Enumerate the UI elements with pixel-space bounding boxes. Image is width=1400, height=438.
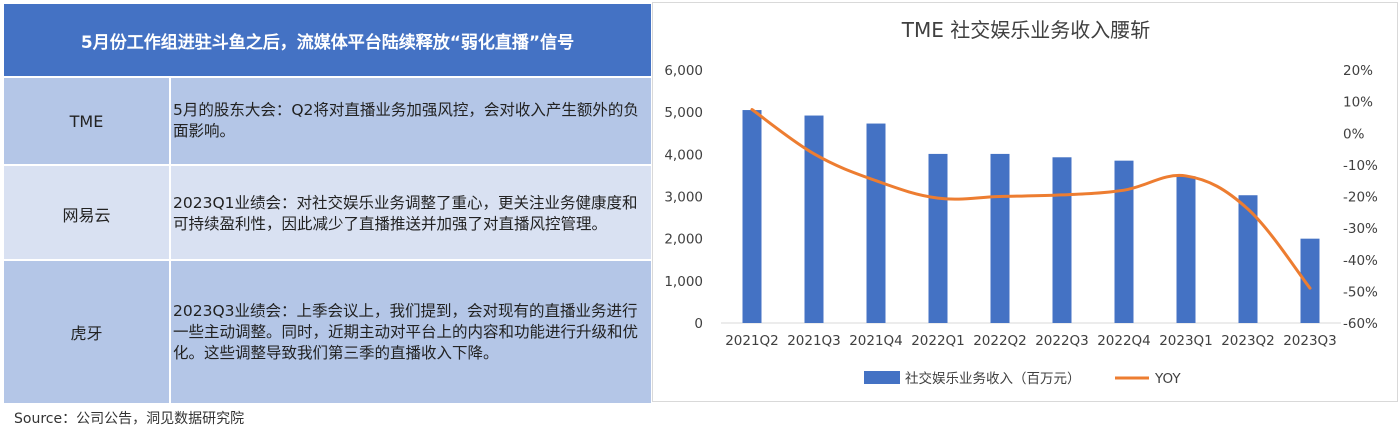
y-right-tick-label: 0% (1343, 126, 1365, 142)
legend-label-yoy: YOY (1154, 371, 1181, 387)
y-right-tick-label: 10% (1343, 95, 1373, 111)
revenue-bar (1238, 195, 1258, 323)
x-tick-label: 2022Q4 (1097, 333, 1151, 349)
legend-label-revenue: 社交娱乐业务收入（百万元） (905, 370, 1081, 387)
platform-statement: 5月的股东大会：Q2将对直播业务加强风控，会对收入产生额外的负面影响。 (173, 101, 639, 140)
y-left-tick-label: 3,000 (664, 190, 703, 206)
source-note: Source：公司公告，洞见数据研究院 (14, 411, 245, 427)
y-left-tick-label: 6,000 (664, 63, 703, 79)
y-right-tick-label: 20% (1343, 63, 1373, 79)
revenue-bar (928, 153, 948, 323)
yoy-line (750, 108, 1312, 290)
revenue-bar (1114, 160, 1134, 323)
table-row: TME 5月的股东大会：Q2将对直播业务加强风控，会对收入产生额外的负面影响。 (4, 78, 651, 164)
x-tick-label: 2022Q1 (911, 333, 965, 349)
platform-statement: 2023Q1业绩会：对社交娱乐业务调整了重心，更关注业务健康度和可持续盈利性，因… (173, 193, 638, 233)
x-tick-label: 2022Q3 (1035, 333, 1089, 349)
y-right-tick-label: -30% (1343, 221, 1378, 237)
x-tick-label: 2023Q1 (1159, 333, 1213, 349)
y-right-tick-label: -10% (1343, 158, 1378, 174)
chart-title: TME 社交娱乐业务收入腰斩 (901, 18, 1150, 42)
y-left-tick-label: 1,000 (664, 274, 703, 290)
x-tick-label: 2022Q2 (973, 333, 1027, 349)
x-tick-label: 2021Q4 (849, 333, 903, 349)
y-left-tick-label: 0 (694, 316, 703, 332)
revenue-bar (866, 123, 886, 323)
revenue-bar (990, 153, 1010, 323)
y-left-tick-label: 5,000 (664, 105, 703, 121)
x-tick-label: 2021Q3 (787, 333, 841, 349)
announcement-table: 5月份工作组进驻斗鱼之后，流媒体平台陆续释放“弱化直播”信号 TME 5月的股东… (4, 4, 651, 403)
table-row: 虎牙 2023Q3业绩会：上季会议上，我们提到，会对现有的直播业务进行一些主动调… (4, 259, 651, 403)
revenue-bar (1300, 238, 1320, 323)
y-right-tick-label: -40% (1343, 253, 1378, 269)
revenue-bar (804, 115, 824, 323)
revenue-bar (1052, 157, 1072, 323)
chart-panel: TME 社交娱乐业务收入腰斩 0 1,000 2,000 3,000 4,000 5,000… (652, 2, 1398, 402)
platform-statement: 2023Q3业绩会：上季会议上，我们提到，会对现有的直播业务进行一些主动调整。同… (173, 301, 639, 362)
table-row: 网易云 2023Q1业绩会：对社交娱乐业务调整了重心，更关注业务健康度和可持续盈… (4, 164, 651, 261)
y-right-tick-label: -60% (1343, 316, 1378, 332)
legend-swatch-revenue (864, 371, 900, 384)
y-left-tick-label: 4,000 (664, 147, 703, 163)
y-right-tick-label: -20% (1343, 190, 1378, 206)
revenue-bar (1176, 176, 1196, 323)
x-tick-label: 2023Q2 (1221, 333, 1275, 349)
revenue-yoy-chart: TME 社交娱乐业务收入腰斩 0 1,000 2,000 3,000 4,000 5,000… (664, 18, 1378, 387)
revenue-bar (742, 110, 762, 323)
table-header: 5月份工作组进驻斗鱼之后，流媒体平台陆续释放“弱化直播”信号 (4, 4, 651, 76)
y-right-tick-label: -50% (1343, 284, 1378, 300)
platform-name: 虎牙 (4, 261, 171, 403)
platform-name: 网易云 (4, 166, 171, 261)
x-tick-label: 2023Q3 (1283, 333, 1337, 349)
y-left-tick-label: 2,000 (664, 232, 703, 248)
x-tick-label: 2021Q2 (725, 333, 779, 349)
platform-name: TME (4, 78, 171, 164)
